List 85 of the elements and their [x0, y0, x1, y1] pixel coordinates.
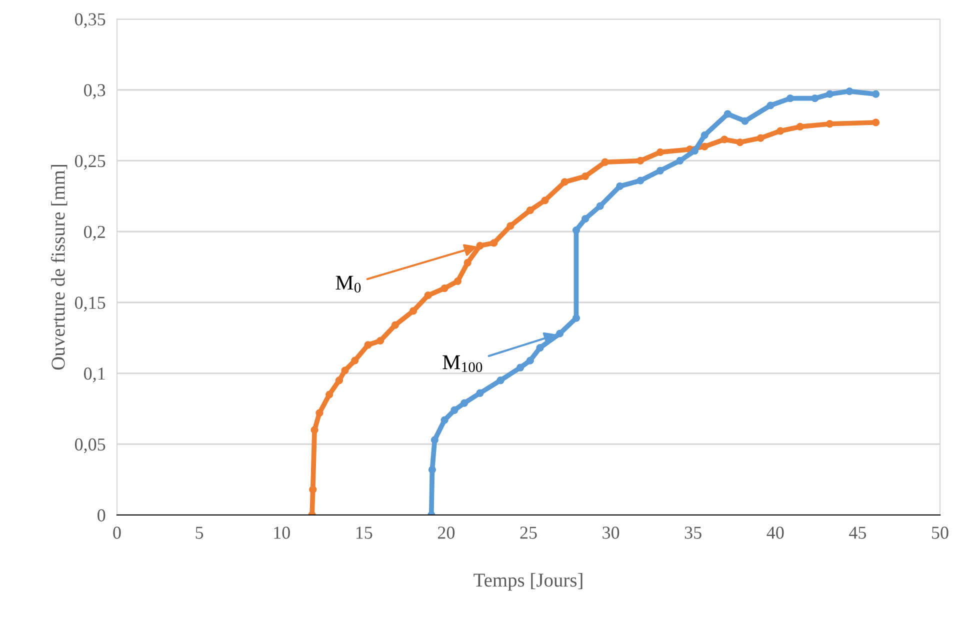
x-tick-label: 15: [356, 526, 372, 539]
x-tick-label: 40: [766, 526, 784, 539]
x-tick-label: 35: [684, 526, 702, 539]
point: [700, 142, 708, 150]
point: [341, 366, 349, 374]
point: [364, 341, 372, 349]
x-tick-label: 5: [196, 526, 204, 539]
point: [309, 486, 317, 494]
point: [424, 292, 432, 300]
point: [656, 148, 664, 156]
point: [490, 239, 498, 247]
point: [326, 390, 334, 398]
point: [581, 214, 590, 223]
point: [616, 182, 624, 190]
point: [656, 166, 664, 174]
x-tick-label: 25: [520, 526, 537, 539]
x-tick-label: 50: [932, 526, 948, 539]
point: [846, 87, 854, 96]
y-axis-title: Ouverture de fissure [mm]: [50, 165, 68, 370]
point: [796, 122, 804, 131]
point: [560, 178, 569, 186]
point: [736, 138, 744, 146]
point: [572, 314, 580, 322]
point: [690, 146, 699, 155]
x-tick-label: 0: [113, 526, 121, 539]
point: [440, 416, 448, 424]
x-tick-label: 20: [438, 526, 455, 539]
point: [351, 356, 359, 364]
x-tick-label: 45: [849, 526, 866, 539]
point: [741, 117, 749, 125]
y-tick-label: 0: [98, 509, 106, 522]
point: [310, 426, 318, 434]
point: [316, 409, 324, 417]
annotation: M$_{100}$: [442, 355, 482, 372]
point: [464, 258, 472, 267]
point: [376, 336, 384, 345]
point: [872, 118, 880, 126]
point: [556, 330, 564, 338]
y-tick-label: 0,15: [74, 296, 106, 312]
point: [636, 176, 644, 184]
point: [506, 222, 514, 230]
point: [766, 102, 774, 110]
point: [826, 90, 834, 98]
point: [786, 94, 794, 102]
point: [756, 134, 764, 142]
point: [496, 376, 504, 384]
point: [476, 242, 484, 250]
point: [460, 399, 468, 407]
point: [724, 110, 732, 118]
point: [526, 356, 534, 364]
x-tick-label: 30: [602, 526, 620, 539]
y-tick-label: 0,25: [74, 154, 106, 170]
point: [454, 277, 462, 285]
point: [450, 406, 458, 414]
point: [440, 284, 448, 292]
point: [581, 172, 590, 180]
point: [596, 202, 604, 210]
point: [811, 94, 819, 102]
point: [676, 156, 684, 165]
point: [335, 376, 344, 384]
annotation: M$_{0}$: [336, 276, 361, 293]
x-tick-label: 10: [274, 526, 290, 539]
point: [516, 364, 524, 372]
point: [636, 156, 644, 165]
y-tick-label: 0,3: [84, 84, 106, 99]
y-tick-label: 0,2: [84, 226, 105, 241]
point: [700, 131, 708, 140]
point: [430, 436, 438, 444]
y-tick-label: 0,05: [74, 438, 106, 454]
point: [541, 196, 549, 204]
point: [872, 90, 880, 98]
x-axis-title: Temps [Jours]: [474, 573, 582, 591]
y-tick-label: 0,1: [84, 368, 105, 382]
point: [720, 136, 728, 144]
point: [391, 321, 399, 329]
point: [409, 307, 418, 315]
point: [826, 120, 834, 128]
point: [428, 466, 436, 474]
point: [526, 206, 534, 214]
y-tick-label: 0,35: [74, 13, 106, 28]
point: [601, 158, 609, 166]
point: [572, 226, 580, 234]
point: [476, 389, 484, 397]
point: [776, 127, 784, 135]
point: [536, 344, 544, 352]
